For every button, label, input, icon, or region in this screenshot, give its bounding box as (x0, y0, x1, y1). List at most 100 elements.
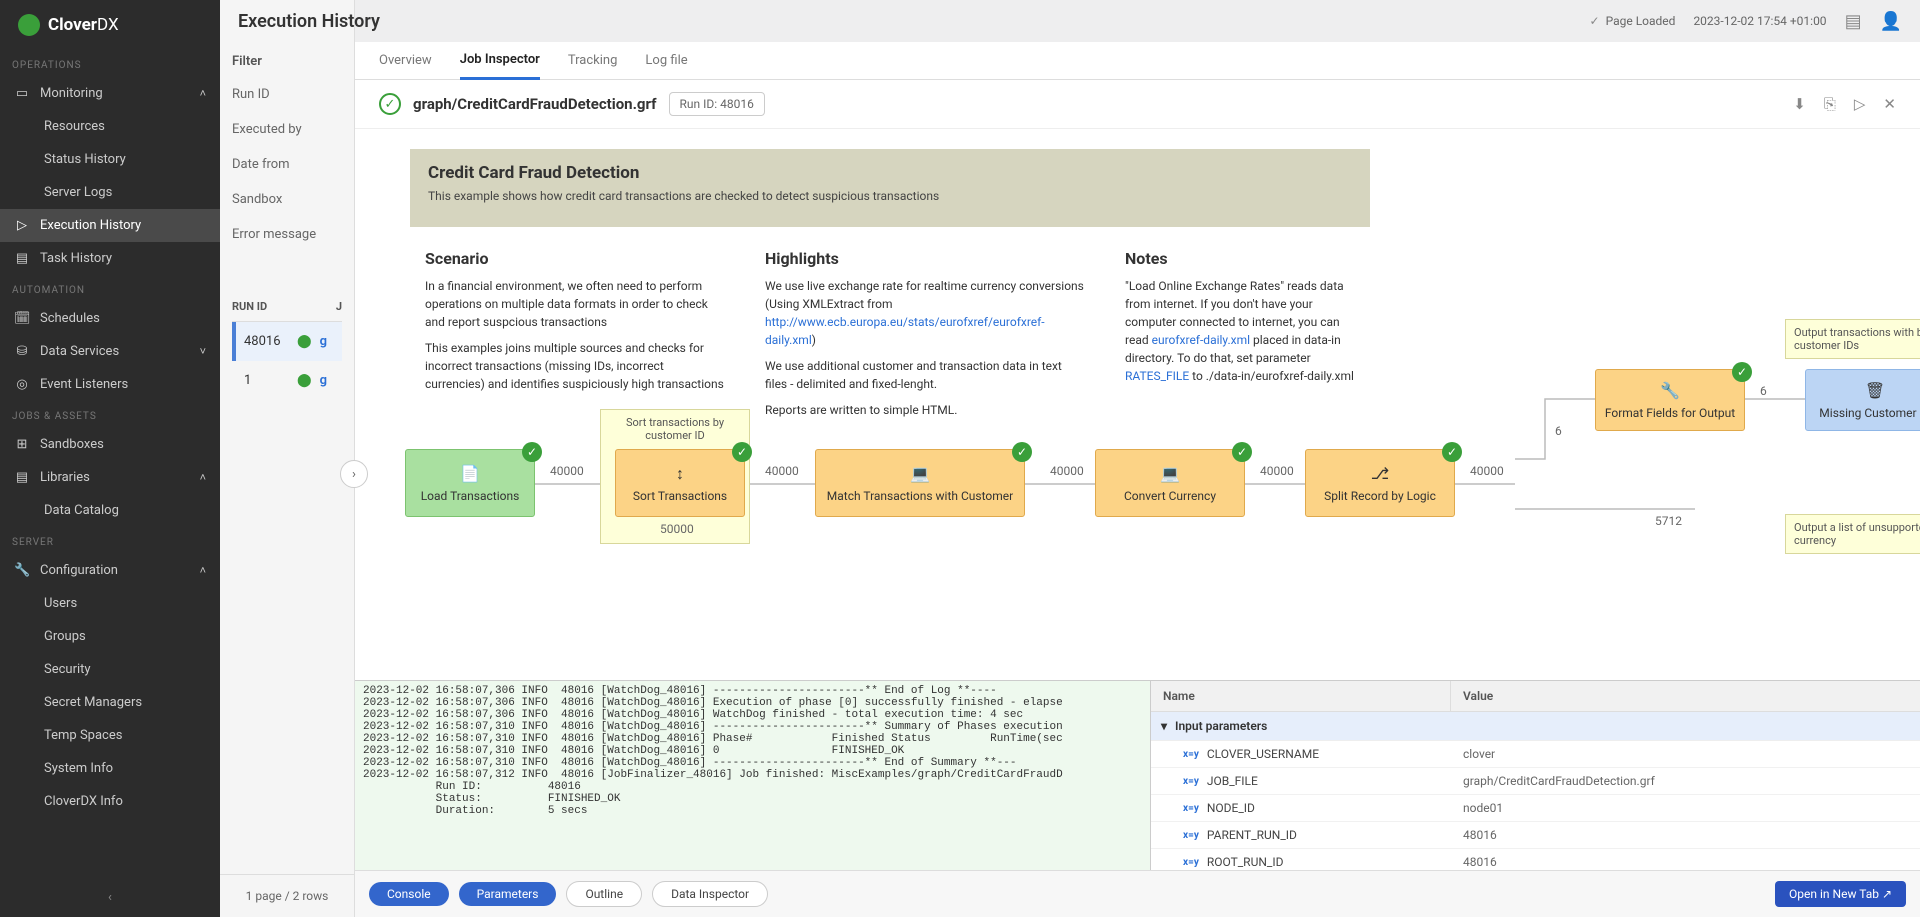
doc-banner-sub: This example shows how credit card trans… (428, 189, 1352, 203)
edge-label: 40000 (550, 464, 584, 478)
sidebar-section-header: SERVER (0, 527, 220, 554)
filter-field[interactable]: Error message (232, 217, 342, 252)
tab-tracking[interactable]: Tracking (568, 43, 618, 78)
node-split[interactable]: ⎇Split Record by Logic✓ (1305, 449, 1455, 517)
sidebar-item-label: Libraries (40, 470, 90, 485)
tab-job-inspector[interactable]: Job Inspector (460, 42, 540, 80)
chevron-icon: ˄ (200, 564, 206, 577)
sidebar-item-label: CloverDX Info (44, 794, 123, 809)
chevron-icon: ˄ (200, 471, 206, 484)
param-row[interactable]: x=yROOT_RUN_ID48016 (1151, 849, 1920, 870)
sidebar-item-security[interactable]: Security (0, 653, 220, 686)
sidebar-item-label: Status History (44, 152, 126, 167)
format-icon: 🔧 (1656, 381, 1684, 401)
filter-field[interactable]: Executed by (232, 112, 342, 147)
run-row[interactable]: 48016⬤g (232, 322, 342, 361)
sidebar-item-configuration[interactable]: 🔧Configuration˄ (0, 554, 220, 587)
sidebar-item-users[interactable]: Users (0, 587, 220, 620)
close-icon[interactable]: ✕ (1883, 95, 1896, 113)
logo[interactable]: CloverDX (0, 0, 220, 50)
copy-icon[interactable]: ⎘ (1824, 95, 1836, 113)
sidebar-item-cloverdx-info[interactable]: CloverDX Info (0, 785, 220, 818)
param-row[interactable]: x=yPARENT_RUN_ID48016 (1151, 822, 1920, 849)
sidebar-item-temp-spaces[interactable]: Temp Spaces (0, 719, 220, 752)
node-match[interactable]: 💻Match Transactions with Customer✓ (815, 449, 1025, 517)
user-icon[interactable]: 👤 (1880, 11, 1902, 32)
nav-icon: ⊞ (14, 437, 30, 452)
sidebar-item-label: Sandboxes (40, 437, 104, 452)
node-format[interactable]: 🔧Format Fields for Output✓ (1595, 369, 1745, 431)
doc-banner-title: Credit Card Fraud Detection (428, 163, 1352, 183)
rates-param-link[interactable]: RATES_FILE (1125, 369, 1189, 383)
nav-icon: ▤ (14, 470, 30, 485)
sidebar-item-resources[interactable]: Resources (0, 110, 220, 143)
sidebar-item-execution-history[interactable]: ▷Execution History (0, 209, 220, 242)
sidebar-item-server-logs[interactable]: Server Logs (0, 176, 220, 209)
notes-icon[interactable]: ▤ (1845, 11, 1862, 32)
sidebar-item-label: Data Catalog (44, 503, 119, 518)
sidebar-collapse[interactable]: ‹ (0, 878, 220, 917)
sidebar-item-monitoring[interactable]: ▭Monitoring˄ (0, 77, 220, 110)
variable-icon: x=y (1183, 803, 1199, 814)
chevron-icon: ˄ (200, 87, 206, 100)
check-icon: ✓ (732, 442, 752, 462)
graph-canvas[interactable]: Credit Card Fraud Detection This example… (355, 129, 1920, 680)
sidebar-item-system-info[interactable]: System Info (0, 752, 220, 785)
doc-banner: Credit Card Fraud Detection This example… (410, 149, 1370, 227)
rates-file-link[interactable]: eurofxref-daily.xml (1152, 333, 1250, 347)
sidebar-item-data-services[interactable]: ⛁Data Services˅ (0, 335, 220, 368)
out-unsup-note: Output a list of unsupported currency (1785, 514, 1920, 554)
footer-bar: Console Parameters Outline Data Inspecto… (355, 870, 1920, 917)
sidebar-item-libraries[interactable]: ▤ Libraries ˄ (0, 461, 220, 494)
sidebar-item-groups[interactable]: Groups (0, 620, 220, 653)
sidebar-item-label: Groups (44, 629, 86, 644)
filter-field[interactable]: Date from (232, 147, 342, 182)
tab-log-file[interactable]: Log file (645, 43, 687, 78)
sidebar-item-secret-managers[interactable]: Secret Managers (0, 686, 220, 719)
sidebar-item-sandboxes[interactable]: ⊞ Sandboxes (0, 428, 220, 461)
tabs: Overview Job Inspector Tracking Log file (355, 42, 1920, 80)
node-missing[interactable]: 🗑Missing Customer ID✓ (1805, 369, 1920, 431)
sidebar-item-schedules[interactable]: 🗓Schedules (0, 302, 220, 335)
sidebar-item-label: Secret Managers (44, 695, 142, 710)
node-convert[interactable]: 💻Convert Currency✓ (1095, 449, 1245, 517)
check-icon: ✓ (1012, 442, 1032, 462)
chevron-down-icon: ▾ (1161, 719, 1167, 733)
sidebar-item-status-history[interactable]: Status History (0, 143, 220, 176)
edge-label: 40000 (765, 464, 799, 478)
open-new-tab-button[interactable]: Open in New Tab ↗ (1775, 881, 1906, 907)
filter-panel: Execution History Filter Run IDExecuted … (220, 0, 355, 917)
outline-tab[interactable]: Outline (566, 881, 642, 907)
console-tab[interactable]: Console (369, 882, 449, 906)
filter-expand-toggle[interactable]: › (340, 460, 368, 488)
run-row[interactable]: 1⬤g (232, 361, 342, 400)
nav-icon: 🔧 (14, 563, 30, 578)
console-output[interactable]: 2023-12-02 16:58:07,306 INFO 48016 [Watc… (355, 681, 1150, 870)
data-inspector-tab[interactable]: Data Inspector (652, 881, 768, 907)
filter-field[interactable]: Sandbox (232, 182, 342, 217)
variable-icon: x=y (1183, 857, 1199, 868)
param-row[interactable]: x=yNODE_IDnode01 (1151, 795, 1920, 822)
page-loaded-status: ✓ Page Loaded (1590, 14, 1676, 28)
param-row[interactable]: x=yCLOVER_USERNAMEclover (1151, 741, 1920, 768)
node-sort[interactable]: ↕Sort Transactions✓ (615, 449, 745, 517)
download-icon[interactable]: ⬇ (1793, 95, 1806, 113)
sidebar-item-task-history[interactable]: ▤Task History (0, 242, 220, 275)
run-icon[interactable]: ▷ (1854, 95, 1866, 113)
param-row[interactable]: x=yJOB_FILEgraph/CreditCardFraudDetectio… (1151, 768, 1920, 795)
filter-field[interactable]: Run ID (232, 77, 342, 112)
edge-label: 50000 (660, 522, 694, 536)
check-icon: ✓ (1590, 14, 1600, 28)
sidebar-item-label: Monitoring (40, 86, 103, 101)
tab-overview[interactable]: Overview (379, 43, 432, 78)
sidebar-item-data-catalog[interactable]: Data Catalog (0, 494, 220, 527)
doc-scenario: Scenario In a financial environment, we … (425, 247, 725, 401)
sidebar: CloverDX OPERATIONS▭Monitoring˄Resources… (0, 0, 220, 917)
param-group[interactable]: ▾ Input parameters (1151, 712, 1920, 741)
split-icon: ⎇ (1366, 464, 1394, 484)
parameters-tab[interactable]: Parameters (459, 882, 557, 906)
node-load[interactable]: 📄Load Transactions✓ (405, 449, 535, 517)
job-title: graph/CreditCardFraudDetection.grf (413, 95, 657, 113)
sidebar-item-event-listeners[interactable]: ◎Event Listeners (0, 368, 220, 401)
ecb-link[interactable]: http://www.ecb.europa.eu/stats/eurofxref… (765, 315, 1045, 347)
